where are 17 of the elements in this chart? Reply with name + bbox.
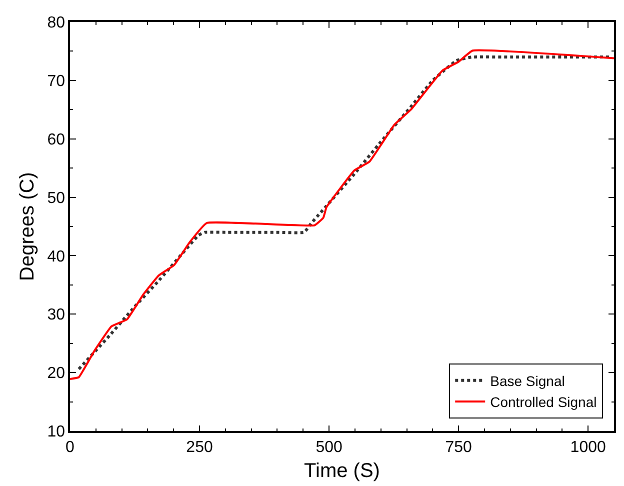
x-tick-label: 1000	[570, 438, 606, 456]
x-axis-title: Time (S)	[304, 460, 380, 482]
legend-label: Controlled Signal	[490, 394, 597, 410]
y-tick-label: 10	[47, 424, 66, 441]
x-tick-label: 750	[445, 438, 472, 456]
y-tick-label: 30	[47, 306, 66, 324]
y-tick-label: 80	[47, 14, 66, 32]
y-axis-title: Degrees (C)	[16, 172, 38, 281]
legend-label: Base Signal	[490, 372, 565, 389]
x-tick-label: 500	[316, 438, 342, 456]
y-tick-label: 50	[47, 190, 66, 207]
y-tick-label: 40	[47, 248, 66, 266]
y-tick-label: 60	[47, 131, 66, 148]
y-tick-label: 20	[47, 365, 66, 382]
y-tick-label: 70	[47, 73, 66, 90]
x-tick-label: 250	[186, 438, 213, 456]
x-tick-label: 0	[66, 438, 75, 456]
